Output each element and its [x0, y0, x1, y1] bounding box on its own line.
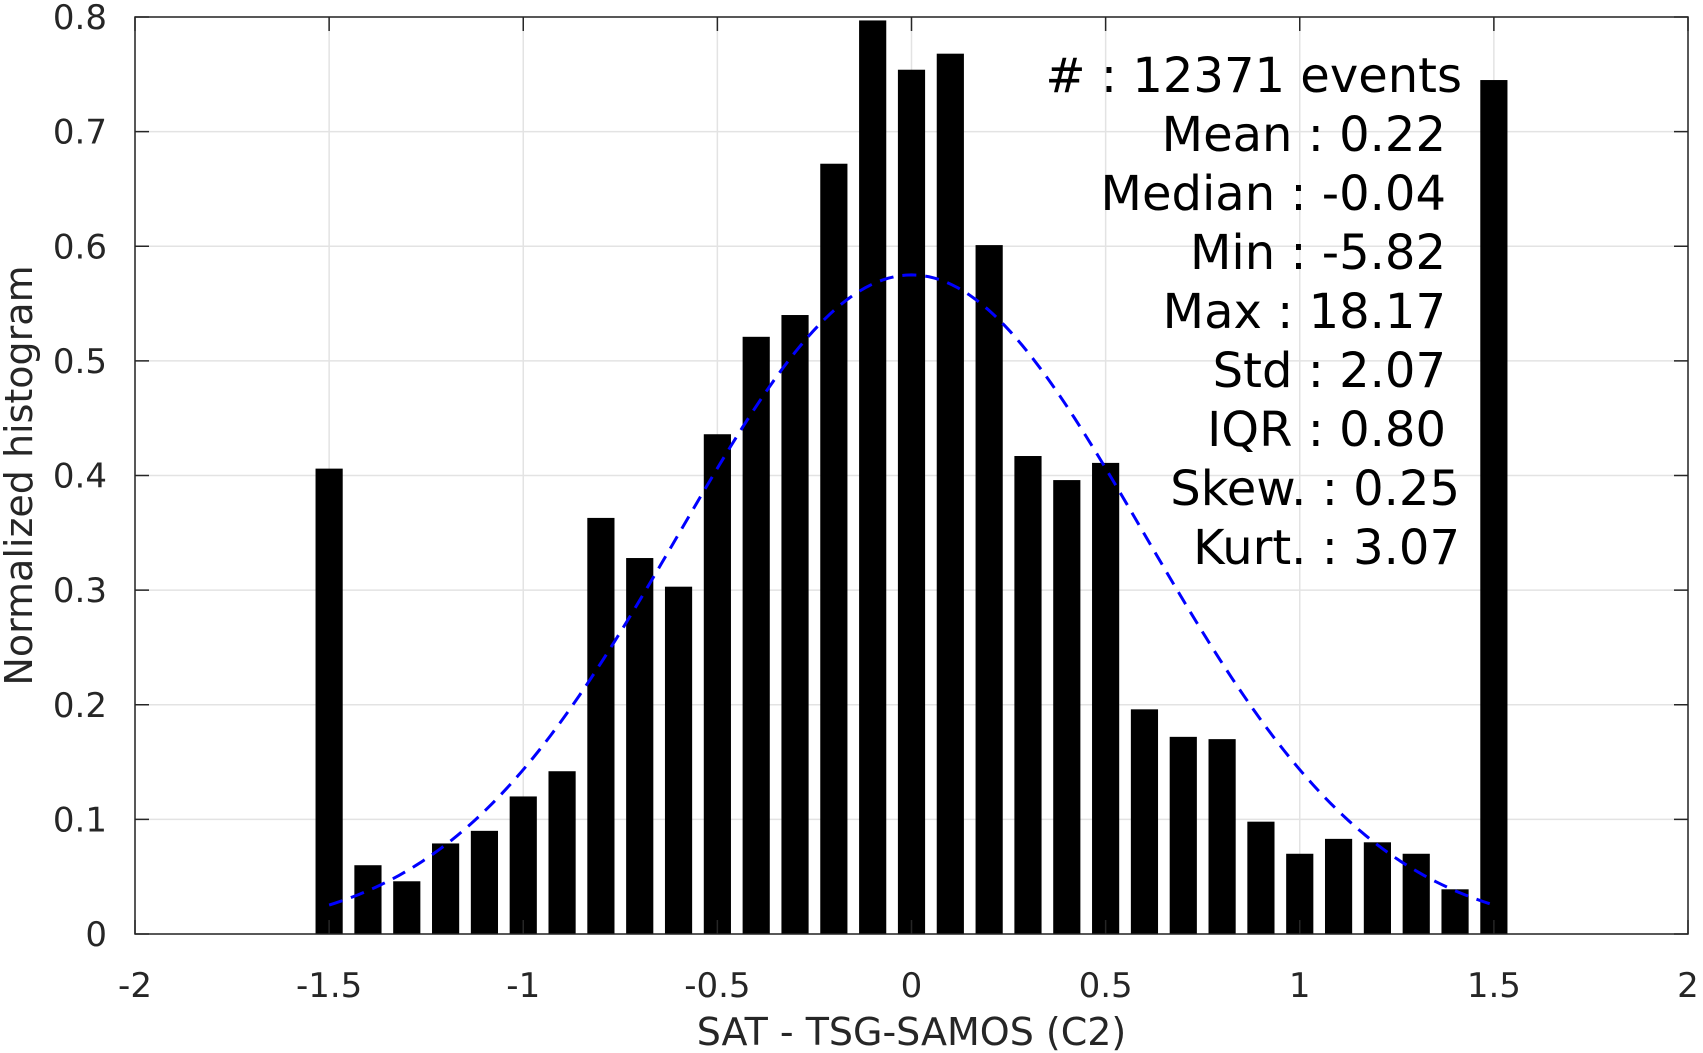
histogram-bar	[936, 53, 964, 935]
histogram-bar	[393, 881, 421, 934]
histogram-bar	[859, 20, 887, 935]
x-tick-label: 2	[1677, 966, 1699, 1006]
x-tick-label: -0.5	[684, 966, 750, 1006]
x-tick-label: 0.5	[1079, 966, 1133, 1006]
histogram-bar	[1441, 889, 1469, 934]
histogram-bar	[1169, 736, 1197, 934]
y-tick-label: 0.8	[53, 0, 107, 38]
y-tick-label: 0.5	[53, 342, 107, 382]
histogram-bar	[1208, 739, 1236, 934]
x-tick-labels: -2 -1.5 -1 -0.5 0 0.5 1 1.5 2	[118, 966, 1699, 1006]
histogram-bar	[820, 163, 848, 935]
stat-line: Std : 2.07	[1213, 343, 1446, 399]
histogram-bar	[1363, 842, 1391, 934]
histogram-bar	[626, 558, 654, 934]
x-tick-label: 0	[901, 966, 923, 1006]
histogram-bar	[664, 586, 693, 934]
histogram-bar	[703, 434, 731, 934]
histogram-bar	[1053, 480, 1081, 934]
y-tick-label: 0.7	[53, 113, 107, 153]
histogram-bar	[1247, 821, 1275, 934]
histogram-bars	[315, 20, 1508, 935]
stat-line: Kurt. : 3.07	[1193, 520, 1460, 576]
histogram-bar	[470, 830, 499, 934]
histogram-bar	[548, 771, 576, 934]
x-tick-label: -1	[506, 966, 540, 1006]
x-axis-label: SAT - TSG-SAMOS (C2)	[697, 1010, 1127, 1053]
histogram-bar	[587, 517, 615, 934]
stat-line: Mean : 0.22	[1162, 107, 1446, 163]
y-tick-label: 0.4	[53, 457, 107, 497]
axis-ticks	[134, 16, 1689, 935]
x-tick-label: -1.5	[296, 966, 362, 1006]
histogram-bar	[1324, 838, 1353, 934]
stat-line: Max : 18.17	[1163, 284, 1446, 340]
y-tick-label: 0	[85, 915, 107, 955]
x-tick-label: 1	[1289, 966, 1311, 1006]
y-tick-labels: 0 0.1 0.2 0.3 0.4 0.5 0.6 0.7 0.8	[53, 0, 107, 955]
histogram-bar	[1092, 462, 1120, 934]
y-tick-label: 0.3	[53, 571, 107, 611]
histogram-bar	[354, 865, 382, 934]
histogram-bar	[432, 843, 460, 934]
x-tick-label: 1.5	[1467, 966, 1521, 1006]
y-tick-label: 0.2	[53, 686, 107, 726]
stat-line: # : 12371 events	[1045, 48, 1462, 104]
histogram-bar	[1130, 709, 1159, 934]
stat-line: Skew. : 0.25	[1170, 461, 1460, 517]
histogram-bar	[315, 468, 343, 934]
stat-line: Median : -0.04	[1101, 166, 1446, 222]
stat-line: Min : -5.82	[1190, 225, 1446, 281]
histogram-bar	[975, 245, 1003, 934]
histogram-bar	[509, 796, 537, 934]
normal-fit-curve	[328, 273, 1495, 907]
x-tick-label: -2	[118, 966, 152, 1006]
stat-line: IQR : 0.80	[1207, 402, 1446, 458]
histogram-bar	[781, 315, 809, 934]
histogram-bar	[1402, 853, 1430, 934]
y-tick-label: 0.1	[53, 800, 107, 840]
histogram-bar	[897, 69, 926, 935]
y-axis-label: Normalized histogram	[0, 265, 41, 685]
histogram-bar	[742, 336, 770, 935]
histogram-bar	[1480, 80, 1508, 934]
histogram-bar	[1014, 456, 1042, 934]
y-tick-label: 0.6	[53, 227, 107, 267]
